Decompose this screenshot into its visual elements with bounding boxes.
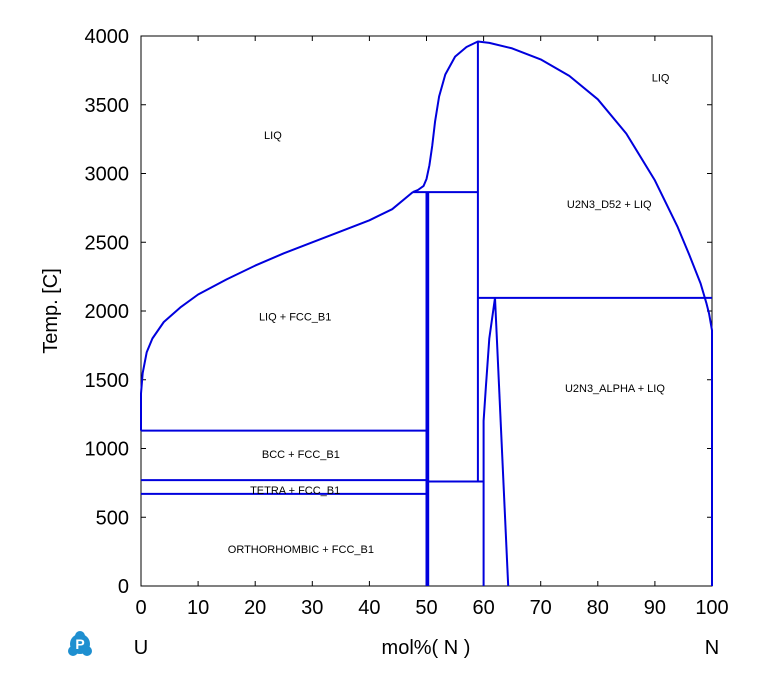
region-label: ORTHORHOMBIC + FCC_B1 <box>228 544 374 556</box>
y-tick-label: 2000 <box>85 301 130 323</box>
y-tick-label: 0 <box>118 576 129 598</box>
x-tick-label: 10 <box>187 597 209 619</box>
region-label: TETRA + FCC_B1 <box>250 485 340 497</box>
tick-labels: 0 10 20 30 40 50 60 70 80 90 100050010001500200025… <box>85 26 729 619</box>
y-tick-label: 4000 <box>85 26 130 48</box>
region-label: U2N3_ALPHA + LIQ <box>565 383 665 395</box>
phase-boundary-line <box>482 297 496 586</box>
x-axis-label: mol%( N ) <box>382 637 471 659</box>
y-tick-label: 3000 <box>85 164 130 186</box>
phase-boundary-line <box>412 40 713 586</box>
x-tick-label: 40 <box>358 597 380 619</box>
x-tick-label: 20 <box>244 597 266 619</box>
x-tick-label: 50 <box>415 597 437 619</box>
x-right-component-label: N <box>705 637 719 659</box>
x-tick-label: 60 <box>472 597 494 619</box>
x-tick-label: 80 <box>587 597 609 619</box>
region-label: LIQ + FCC_B1 <box>259 312 331 324</box>
region-label: LIQ <box>652 72 670 84</box>
x-tick-label: 0 <box>135 597 146 619</box>
x-tick-label: 90 <box>644 597 666 619</box>
y-tick-label: 1000 <box>85 439 130 461</box>
y-tick-label: 3500 <box>85 95 130 117</box>
x-tick-label: 30 <box>301 597 323 619</box>
y-tick-label: 500 <box>96 507 129 529</box>
y-axis-label: Temp. [C] <box>40 268 62 354</box>
phase-boundary-line <box>140 191 414 431</box>
logo-icon: P <box>68 631 92 656</box>
x-left-component-label: U <box>134 637 148 659</box>
x-tick-label: 70 <box>530 597 552 619</box>
svg-text:P: P <box>75 636 84 652</box>
phase-boundaries <box>140 40 713 587</box>
region-label: LIQ <box>264 130 282 142</box>
region-labels: LIQ LIQ U2N3_D52 + LIQ LIQ + FCC_B1 U2N3_ALP… <box>228 72 670 556</box>
y-tick-label: 1500 <box>85 370 130 392</box>
region-label: U2N3_D52 + LIQ <box>567 199 652 211</box>
phase-boundary-line <box>494 297 510 587</box>
x-tick-label: 100 <box>695 597 728 619</box>
region-label: BCC + FCC_B1 <box>262 449 340 461</box>
y-tick-label: 2500 <box>85 232 130 254</box>
